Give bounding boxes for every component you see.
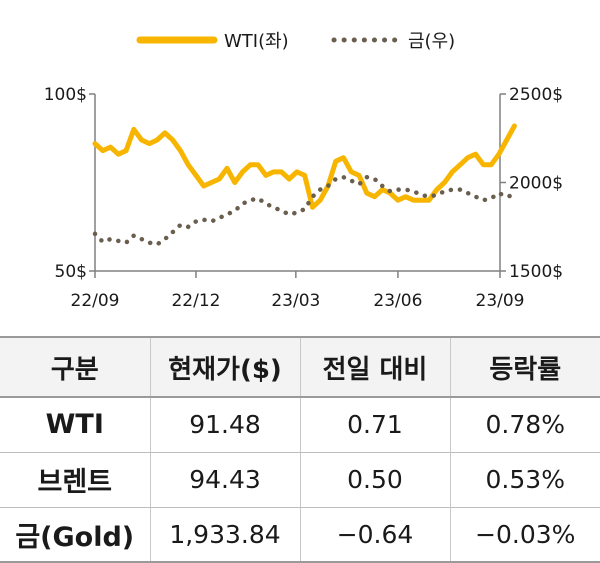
header-change: 전일 대비: [299, 336, 450, 398]
row-label: 브렌트: [0, 452, 150, 508]
chart-axes: [94, 94, 501, 272]
x-tick-label: 23/09: [476, 291, 525, 311]
table-header-row: 구분 현재가($) 전일 대비 등락률: [0, 336, 600, 398]
legend-wti-label: WTI(좌): [224, 31, 289, 52]
header-rate: 등락률: [449, 336, 600, 398]
gold-series-line: [92, 174, 517, 247]
table-row: 브렌트 94.43 0.50 0.53%: [0, 452, 600, 508]
chart-legend: WTI(좌) 금(우): [136, 31, 455, 52]
price-chart: WTI(좌) 금(우) 22/09 22/12 23/03 23/06 23/09 100…: [44, 31, 563, 311]
tick-layer: 22/09 22/12 23/03 23/06 23/09 100$ 50$ 2500$ 200…: [44, 85, 563, 311]
rate-cell: 0.53%: [449, 452, 600, 508]
wti-series-line: [92, 123, 517, 210]
x-tick-label: 22/12: [171, 291, 220, 311]
y-left-tick-label: 100$: [44, 85, 87, 105]
y-right-tick-label: 1500$: [509, 262, 563, 282]
y-right-tick-label: 2000$: [509, 174, 563, 194]
change-cell: 0.50: [299, 452, 450, 508]
price-cell: 91.48: [149, 397, 300, 453]
header-category: 구분: [0, 336, 150, 398]
legend-gold-label: 금(우): [408, 31, 455, 52]
price-table: 구분 현재가($) 전일 대비 등락률 WTI 91.48 0.71 0.78%…: [0, 336, 600, 563]
change-cell: 0.71: [299, 397, 450, 453]
table-row: 금(Gold) 1,933.84 −0.64 −0.03%: [0, 507, 600, 563]
price-cell: 1,933.84: [149, 507, 300, 563]
y-left-tick-label: 50$: [55, 262, 87, 282]
x-tick-label: 23/03: [271, 291, 320, 311]
rate-cell: −0.03%: [449, 507, 600, 563]
price-cell: 94.43: [149, 452, 300, 508]
y-right-tick-label: 2500$: [509, 85, 563, 105]
rate-cell: 0.78%: [449, 397, 600, 453]
change-cell: −0.64: [299, 507, 450, 563]
table-row: WTI 91.48 0.71 0.78%: [0, 397, 600, 453]
header-price: 현재가($): [149, 336, 300, 398]
row-label: 금(Gold): [0, 507, 150, 563]
row-label: WTI: [0, 397, 150, 453]
x-tick-label: 23/06: [373, 291, 422, 311]
x-tick-label: 22/09: [71, 291, 120, 311]
series-layer: [92, 123, 517, 247]
